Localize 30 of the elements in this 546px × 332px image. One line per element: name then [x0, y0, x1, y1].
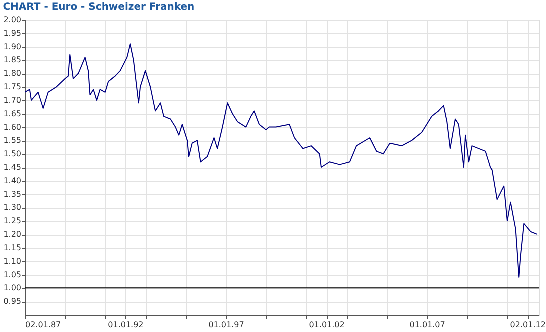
y-tick-label: 0.95 — [4, 297, 22, 306]
y-tick-label: 1.20 — [4, 230, 22, 240]
y-tick-label: 1.30 — [4, 203, 22, 212]
y-tick-label: 1.05 — [4, 270, 22, 280]
y-tick-label: 1.80 — [4, 69, 22, 78]
chart-title: CHART - Euro - Schweizer Franken — [3, 2, 195, 13]
y-tick-label: 1.85 — [4, 56, 22, 65]
x-tick-label: 02.01.12 — [510, 320, 546, 330]
y-tick-label: 1.70 — [4, 96, 22, 105]
y-tick-label: 1.90 — [4, 42, 22, 52]
y-tick-label: 2.00 — [4, 16, 22, 24]
y-tick-label: 1.45 — [4, 163, 22, 172]
y-tick-label: 1.25 — [4, 216, 22, 226]
y-tick-label: 1.10 — [4, 256, 22, 266]
x-tick-label: 01.01.02 — [309, 320, 345, 330]
y-tick-label: 1.35 — [4, 190, 22, 199]
y-tick-label: 1.00 — [4, 284, 22, 293]
x-tick-label: 01.01.92 — [108, 320, 144, 330]
y-tick-label: 1.15 — [4, 243, 22, 252]
y-tick-label: 1.95 — [4, 28, 22, 38]
y-tick-label: 1.55 — [4, 136, 22, 146]
x-tick-label: 02.01.87 — [26, 320, 62, 330]
y-tick-label: 1.40 — [4, 176, 22, 186]
y-tick-label: 1.75 — [4, 82, 22, 92]
line-series — [25, 44, 538, 278]
y-tick-label: 1.60 — [4, 122, 22, 132]
x-tick-label: 01.01.97 — [208, 320, 244, 330]
y-tick-label: 1.65 — [4, 109, 22, 118]
y-tick-label: 1.50 — [4, 150, 22, 159]
x-tick-label: 01.01.07 — [410, 320, 446, 330]
